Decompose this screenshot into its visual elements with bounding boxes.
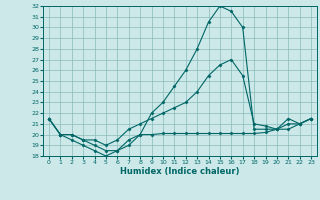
X-axis label: Humidex (Indice chaleur): Humidex (Indice chaleur) <box>120 167 240 176</box>
